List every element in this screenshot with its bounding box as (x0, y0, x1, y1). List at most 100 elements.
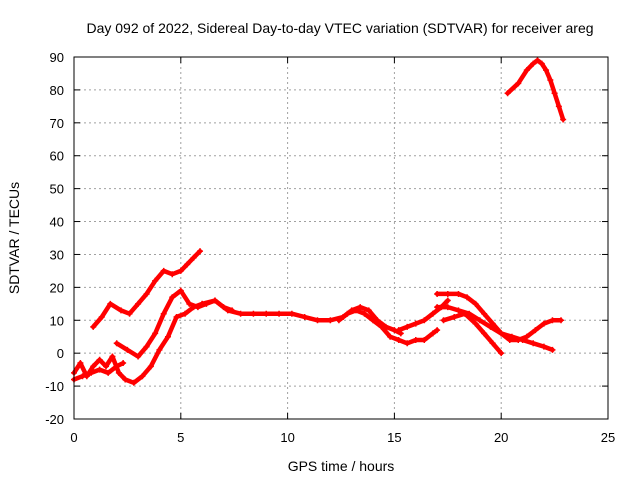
data-point-arc-6 (395, 337, 402, 344)
data-point-arc-10 (498, 350, 505, 357)
data-point-arc-8 (444, 290, 451, 297)
y-tick-label: 10 (50, 313, 64, 328)
data-point-arc-11 (504, 90, 511, 97)
y-tick-label: 0 (57, 346, 64, 361)
data-point-arc-9 (549, 346, 556, 353)
data-point-arc-8 (434, 290, 441, 297)
data-point-arc-1 (190, 254, 197, 261)
data-point-arc-8 (489, 320, 496, 327)
data-point-arc-4 (88, 369, 95, 376)
data-point-arc-9 (476, 317, 483, 324)
data-point-arc-6 (378, 323, 385, 330)
data-point-arc-9 (487, 323, 494, 330)
data-point-arc-9 (540, 343, 547, 350)
data-point-arc-10 (472, 320, 479, 327)
y-tick-label: 40 (50, 215, 64, 230)
y-tick-label: 70 (50, 116, 64, 131)
data-point-arc-4 (79, 373, 86, 380)
data-point-arc-7 (429, 310, 436, 317)
data-point-arc-5 (301, 313, 308, 320)
y-axis-ticks: -20 -10 0 10 20 30 40 50 60 70 80 90 (45, 50, 608, 427)
data-point-arc-6 (421, 337, 428, 344)
y-tick-label: -10 (45, 379, 64, 394)
data-point-arc-1 (177, 267, 184, 274)
data-point-arc-2 (177, 287, 184, 294)
data-point-arc-2 (113, 340, 120, 347)
data-point-arc-3 (115, 369, 122, 376)
data-point-arc-10 (481, 330, 488, 337)
data-point-arc-7 (412, 320, 419, 327)
data-point-arc-7 (404, 323, 411, 330)
data-point-arc-2 (152, 330, 159, 337)
data-point-arc-1 (135, 300, 142, 307)
data-point-arc-5 (237, 310, 244, 317)
data-point-arc-1 (90, 323, 97, 330)
data-point-arc-3 (90, 363, 97, 370)
data-point-arc-9 (455, 307, 462, 314)
data-point-arc-1 (143, 290, 150, 297)
data-point-arc-8 (558, 317, 565, 324)
x-tick-label: 25 (601, 430, 615, 445)
data-point-arc-9 (519, 337, 526, 344)
data-point-arc-10 (461, 310, 468, 317)
data-point-arc-11 (523, 67, 530, 74)
data-point-arc-6 (434, 327, 441, 334)
data-point-arc-7 (395, 327, 402, 334)
data-point-arc-11 (547, 77, 554, 84)
x-tick-label: 20 (494, 430, 508, 445)
data-point-arc-4 (105, 369, 112, 376)
data-point-arc-5 (199, 300, 206, 307)
data-point-arc-11 (560, 116, 567, 123)
data-point-arc-5 (327, 317, 334, 324)
data-point-arc-11 (538, 60, 545, 67)
data-point-arc-1 (160, 267, 167, 274)
data-point-arc-3 (190, 304, 197, 311)
data-point-arc-6 (335, 317, 342, 324)
data-point-arc-2 (160, 310, 167, 317)
data-point-arc-3 (156, 346, 163, 353)
data-point-arc-3 (147, 363, 154, 370)
data-point-arc-6 (412, 337, 419, 344)
data-point-arc-11 (515, 80, 522, 87)
data-point-arc-10 (451, 313, 458, 320)
y-tick-label: 20 (50, 280, 64, 295)
data-point-arc-1 (152, 277, 159, 284)
data-point-arc-5 (211, 297, 218, 304)
data-point-arc-9 (530, 340, 537, 347)
x-tick-label: 15 (387, 430, 401, 445)
y-tick-label: 50 (50, 182, 64, 197)
data-point-arc-5 (263, 310, 270, 317)
data-point-arc-3 (173, 313, 180, 320)
y-axis-label: SDTVAR / TECUs (6, 182, 22, 294)
data-point-arc-2 (186, 300, 193, 307)
data-point-arc-8 (455, 290, 462, 297)
data-point-arc-10 (489, 340, 496, 347)
x-tick-label: 5 (177, 430, 184, 445)
data-point-arc-8 (472, 300, 479, 307)
data-point-arc-10 (440, 317, 447, 324)
data-point-arc-1 (197, 248, 204, 255)
data-point-arc-1 (126, 310, 133, 317)
data-point-arc-4 (120, 360, 127, 367)
data-point-arc-6 (361, 310, 368, 317)
data-point-arc-8 (464, 294, 471, 301)
plot-frame (73, 56, 609, 420)
data-point-arc-7 (421, 317, 428, 324)
data-point-arc-6 (370, 317, 377, 324)
data-point-arc-3 (164, 333, 171, 340)
data-point-arc-11 (534, 57, 541, 64)
data-point-arc-4 (96, 366, 103, 373)
data-point-arc-7 (444, 297, 451, 304)
y-tick-label: 80 (50, 83, 64, 98)
data-point-arc-8 (532, 327, 539, 334)
data-point-arc-9 (444, 304, 451, 311)
data-point-arc-8 (481, 310, 488, 317)
data-point-arc-11 (551, 90, 558, 97)
x-tick-label: 10 (280, 430, 294, 445)
data-point-arc-1 (169, 271, 176, 278)
data-point-arc-5 (365, 307, 372, 314)
y-tick-label: 30 (50, 247, 64, 262)
data-point-arc-6 (344, 310, 351, 317)
series-group (71, 57, 567, 386)
